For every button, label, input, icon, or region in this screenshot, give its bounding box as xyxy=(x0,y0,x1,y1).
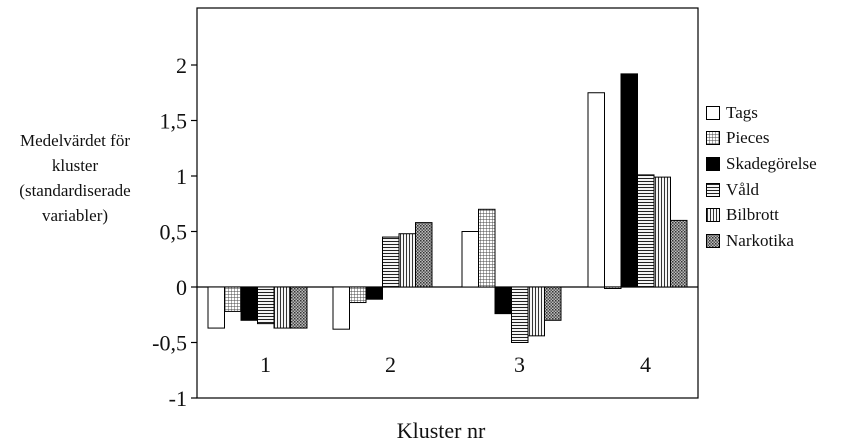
plot-frame xyxy=(196,7,699,399)
legend-label-skadegorelse: Skadegörelse xyxy=(726,153,817,173)
bar-pieces-4 xyxy=(604,286,622,289)
bar-narkotika-1 xyxy=(290,286,308,329)
legend-item-vald: Våld xyxy=(706,177,817,203)
bar-skadegörelse-4 xyxy=(620,73,638,288)
bar-tags-3 xyxy=(461,231,479,288)
legend-item-narkotika: Narkotika xyxy=(706,228,817,254)
legend-swatch-skadegorelse xyxy=(706,156,720,171)
legend-label-vald: Våld xyxy=(726,179,760,199)
y-tick-label-5: 1,5 xyxy=(160,109,188,134)
legend-label-bilbrott: Bilbrott xyxy=(726,205,779,225)
bar-skadegörelse-2 xyxy=(365,286,383,300)
y-tick-label-6: 2 xyxy=(176,53,187,78)
x-axis-label: Kluster nr xyxy=(396,418,486,443)
bars xyxy=(207,73,688,343)
legend-swatch-vald xyxy=(706,182,720,197)
bar-våld-3 xyxy=(511,286,529,343)
bar-narkotika-4 xyxy=(670,219,688,288)
bar-bilbrott-2 xyxy=(398,233,416,288)
legend-label-narkotika: Narkotika xyxy=(726,230,794,250)
legend-item-bilbrott: Bilbrott xyxy=(706,202,817,228)
category-label-2: 2 xyxy=(385,352,396,377)
y-tick-label-1: -0,5 xyxy=(152,331,187,356)
bar-pieces-1 xyxy=(224,286,242,312)
bar-narkotika-3 xyxy=(544,286,562,321)
legend-swatch-pieces xyxy=(706,131,720,146)
bar-tags-1 xyxy=(207,286,225,329)
legend-item-pieces: Pieces xyxy=(706,126,817,152)
y-tick-label-3: 0,5 xyxy=(160,220,188,245)
legend-label-tags: Tags xyxy=(726,102,758,122)
bar-bilbrott-4 xyxy=(653,176,671,288)
bar-våld-1 xyxy=(257,286,275,325)
legend-label-pieces: Pieces xyxy=(726,128,770,148)
legend-item-skadegorelse: Skadegörelse xyxy=(706,151,817,177)
bar-skadegörelse-1 xyxy=(240,286,258,321)
y-axis-label-line-1: Medelvärdet för xyxy=(20,131,130,150)
y-tick-label-2: 0 xyxy=(176,275,187,300)
category-label-1: 1 xyxy=(260,352,271,377)
bar-våld-2 xyxy=(382,236,400,288)
legend-item-tags: Tags xyxy=(706,100,817,126)
ticks: -1 -0,5 0 0,5 1 1,5 2 1 2 3 4 xyxy=(152,53,651,411)
y-tick-label-4: 1 xyxy=(176,164,187,189)
legend: Tags Pieces Skadegörelse Våld Bilbrott N… xyxy=(706,100,817,254)
y-axis-label: Medelvärdet för kluster (standardiserade… xyxy=(2,128,148,228)
bar-våld-4 xyxy=(637,174,655,288)
y-axis-label-line-3: (standardiserade xyxy=(19,181,131,200)
y-tick-label-0: -1 xyxy=(169,386,187,411)
bar-tags-2 xyxy=(332,286,350,330)
bar-bilbrott-3 xyxy=(527,286,545,337)
y-axis-label-line-2: kluster xyxy=(51,156,99,175)
y-axis-label-line-4: variabler) xyxy=(41,206,109,225)
bar-pieces-3 xyxy=(478,208,496,288)
bar-tags-4 xyxy=(587,92,605,288)
bar-bilbrott-1 xyxy=(273,286,291,329)
category-label-4: 4 xyxy=(640,352,651,377)
legend-swatch-bilbrott xyxy=(706,208,720,223)
bar-skadegörelse-3 xyxy=(494,286,512,315)
bar-narkotika-2 xyxy=(415,222,433,288)
legend-swatch-tags xyxy=(706,105,720,120)
category-label-3: 3 xyxy=(514,352,525,377)
bar-pieces-2 xyxy=(349,286,367,304)
legend-swatch-narkotika xyxy=(706,233,720,248)
